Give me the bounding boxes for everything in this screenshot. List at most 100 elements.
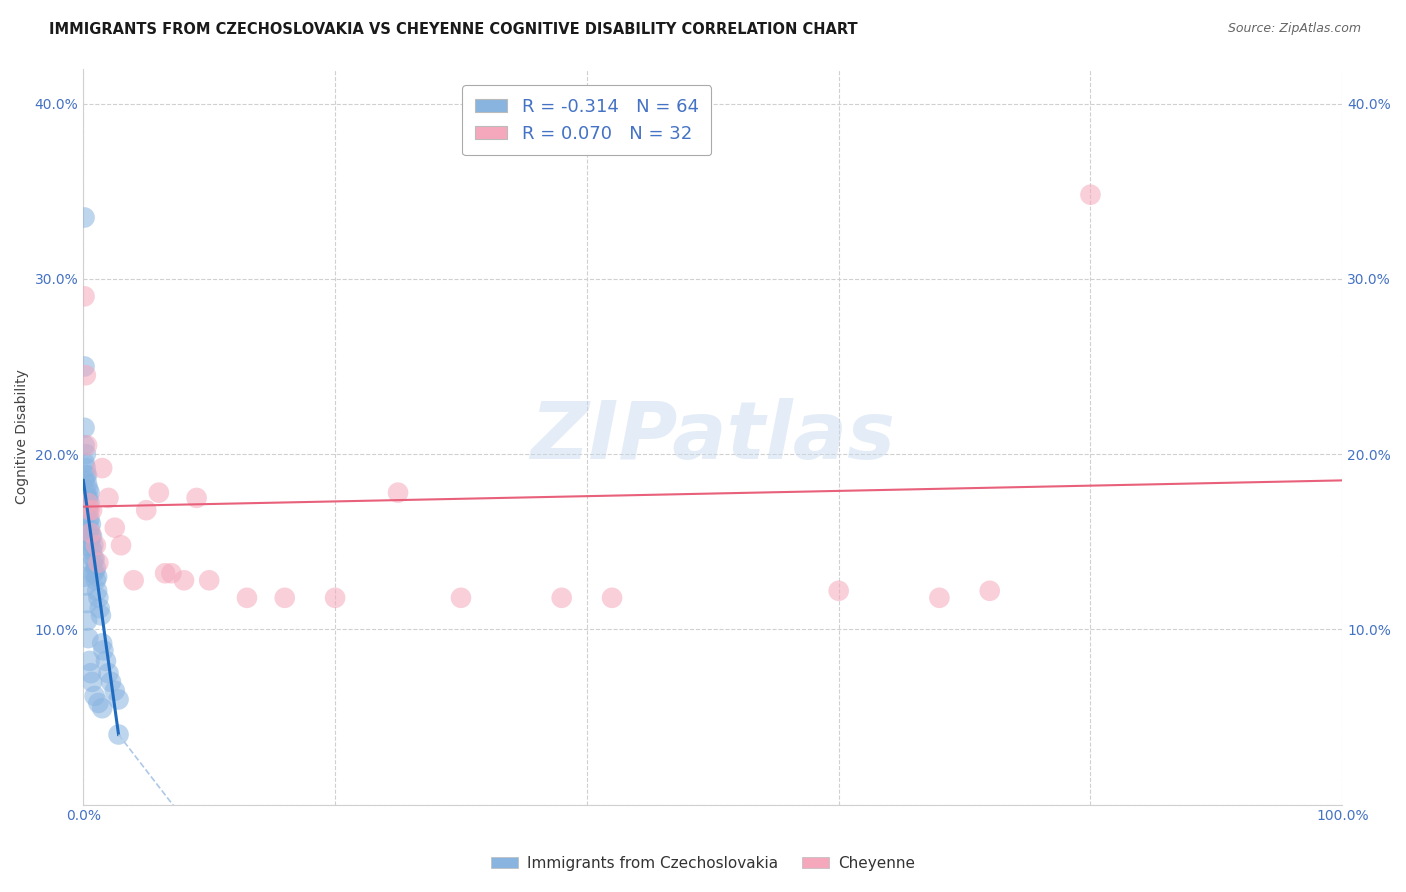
Point bbox=[84, 574, 107, 588]
Point bbox=[79, 496, 101, 510]
Point bbox=[76, 491, 98, 505]
Legend: Immigrants from Czechoslovakia, Cheyenne: Immigrants from Czechoslovakia, Cheyenne bbox=[485, 850, 921, 877]
Point bbox=[82, 552, 104, 566]
Point bbox=[73, 359, 96, 374]
Point bbox=[84, 561, 107, 575]
Point bbox=[73, 538, 96, 552]
Point bbox=[75, 468, 97, 483]
Point bbox=[79, 523, 101, 537]
Point bbox=[173, 574, 195, 588]
Point bbox=[83, 689, 105, 703]
Point bbox=[153, 566, 176, 581]
Text: IMMIGRANTS FROM CZECHOSLOVAKIA VS CHEYENNE COGNITIVE DISABILITY CORRELATION CHAR: IMMIGRANTS FROM CZECHOSLOVAKIA VS CHEYEN… bbox=[49, 22, 858, 37]
Point bbox=[104, 683, 127, 698]
Point bbox=[107, 727, 129, 741]
Point bbox=[551, 591, 574, 605]
Point bbox=[80, 529, 103, 543]
Point bbox=[80, 666, 103, 681]
Point bbox=[77, 514, 100, 528]
Point bbox=[77, 491, 100, 505]
Point bbox=[82, 529, 104, 543]
Y-axis label: Cognitive Disability: Cognitive Disability bbox=[15, 369, 30, 504]
Point bbox=[86, 583, 108, 598]
Point bbox=[79, 485, 101, 500]
Point bbox=[75, 508, 97, 523]
Point bbox=[82, 566, 104, 581]
Point bbox=[93, 643, 115, 657]
Point bbox=[76, 468, 98, 483]
Point bbox=[827, 583, 849, 598]
Point bbox=[75, 500, 97, 514]
Point bbox=[75, 368, 97, 383]
Point bbox=[80, 540, 103, 554]
Point bbox=[82, 538, 104, 552]
Point bbox=[75, 447, 97, 461]
Point bbox=[77, 525, 100, 540]
Point bbox=[77, 503, 100, 517]
Point bbox=[94, 654, 117, 668]
Point bbox=[135, 503, 157, 517]
Point bbox=[73, 570, 96, 584]
Point bbox=[450, 591, 472, 605]
Point bbox=[73, 211, 96, 225]
Point bbox=[86, 570, 108, 584]
Point bbox=[122, 574, 145, 588]
Point bbox=[274, 591, 297, 605]
Point bbox=[323, 591, 346, 605]
Point bbox=[79, 654, 101, 668]
Point bbox=[73, 474, 96, 488]
Point bbox=[75, 461, 97, 475]
Point bbox=[186, 491, 208, 505]
Point bbox=[91, 636, 114, 650]
Point bbox=[73, 456, 96, 470]
Point bbox=[83, 565, 105, 579]
Point bbox=[87, 591, 110, 605]
Legend: R = -0.314   N = 64, R = 0.070   N = 32: R = -0.314 N = 64, R = 0.070 N = 32 bbox=[463, 85, 711, 155]
Point bbox=[236, 591, 259, 605]
Point bbox=[87, 696, 110, 710]
Point bbox=[979, 583, 1001, 598]
Point bbox=[600, 591, 623, 605]
Point bbox=[77, 631, 100, 645]
Point bbox=[76, 503, 98, 517]
Point bbox=[76, 596, 98, 610]
Point bbox=[73, 421, 96, 435]
Point bbox=[928, 591, 950, 605]
Text: Source: ZipAtlas.com: Source: ZipAtlas.com bbox=[1227, 22, 1361, 36]
Point bbox=[100, 675, 122, 690]
Point bbox=[79, 512, 101, 526]
Point bbox=[79, 534, 101, 549]
Point bbox=[107, 692, 129, 706]
Point bbox=[1080, 187, 1102, 202]
Point bbox=[82, 503, 104, 517]
Point bbox=[82, 543, 104, 558]
Point bbox=[75, 485, 97, 500]
Point bbox=[110, 538, 132, 552]
Point bbox=[90, 608, 112, 623]
Point bbox=[79, 503, 101, 517]
Point bbox=[84, 538, 107, 552]
Point bbox=[97, 666, 120, 681]
Point bbox=[75, 578, 97, 592]
Point bbox=[73, 438, 96, 452]
Point bbox=[83, 552, 105, 566]
Point bbox=[82, 675, 104, 690]
Point bbox=[148, 485, 170, 500]
Point bbox=[76, 476, 98, 491]
Point bbox=[160, 566, 183, 581]
Point bbox=[97, 491, 120, 505]
Point bbox=[76, 438, 98, 452]
Point bbox=[77, 482, 100, 496]
Point bbox=[198, 574, 221, 588]
Point bbox=[387, 485, 409, 500]
Point bbox=[82, 556, 104, 570]
Point bbox=[89, 601, 111, 615]
Text: ZIPatlas: ZIPatlas bbox=[530, 398, 896, 475]
Point bbox=[91, 701, 114, 715]
Point bbox=[76, 614, 98, 628]
Point bbox=[77, 496, 100, 510]
Point bbox=[80, 517, 103, 532]
Point bbox=[87, 556, 110, 570]
Point bbox=[104, 521, 127, 535]
Point bbox=[91, 461, 114, 475]
